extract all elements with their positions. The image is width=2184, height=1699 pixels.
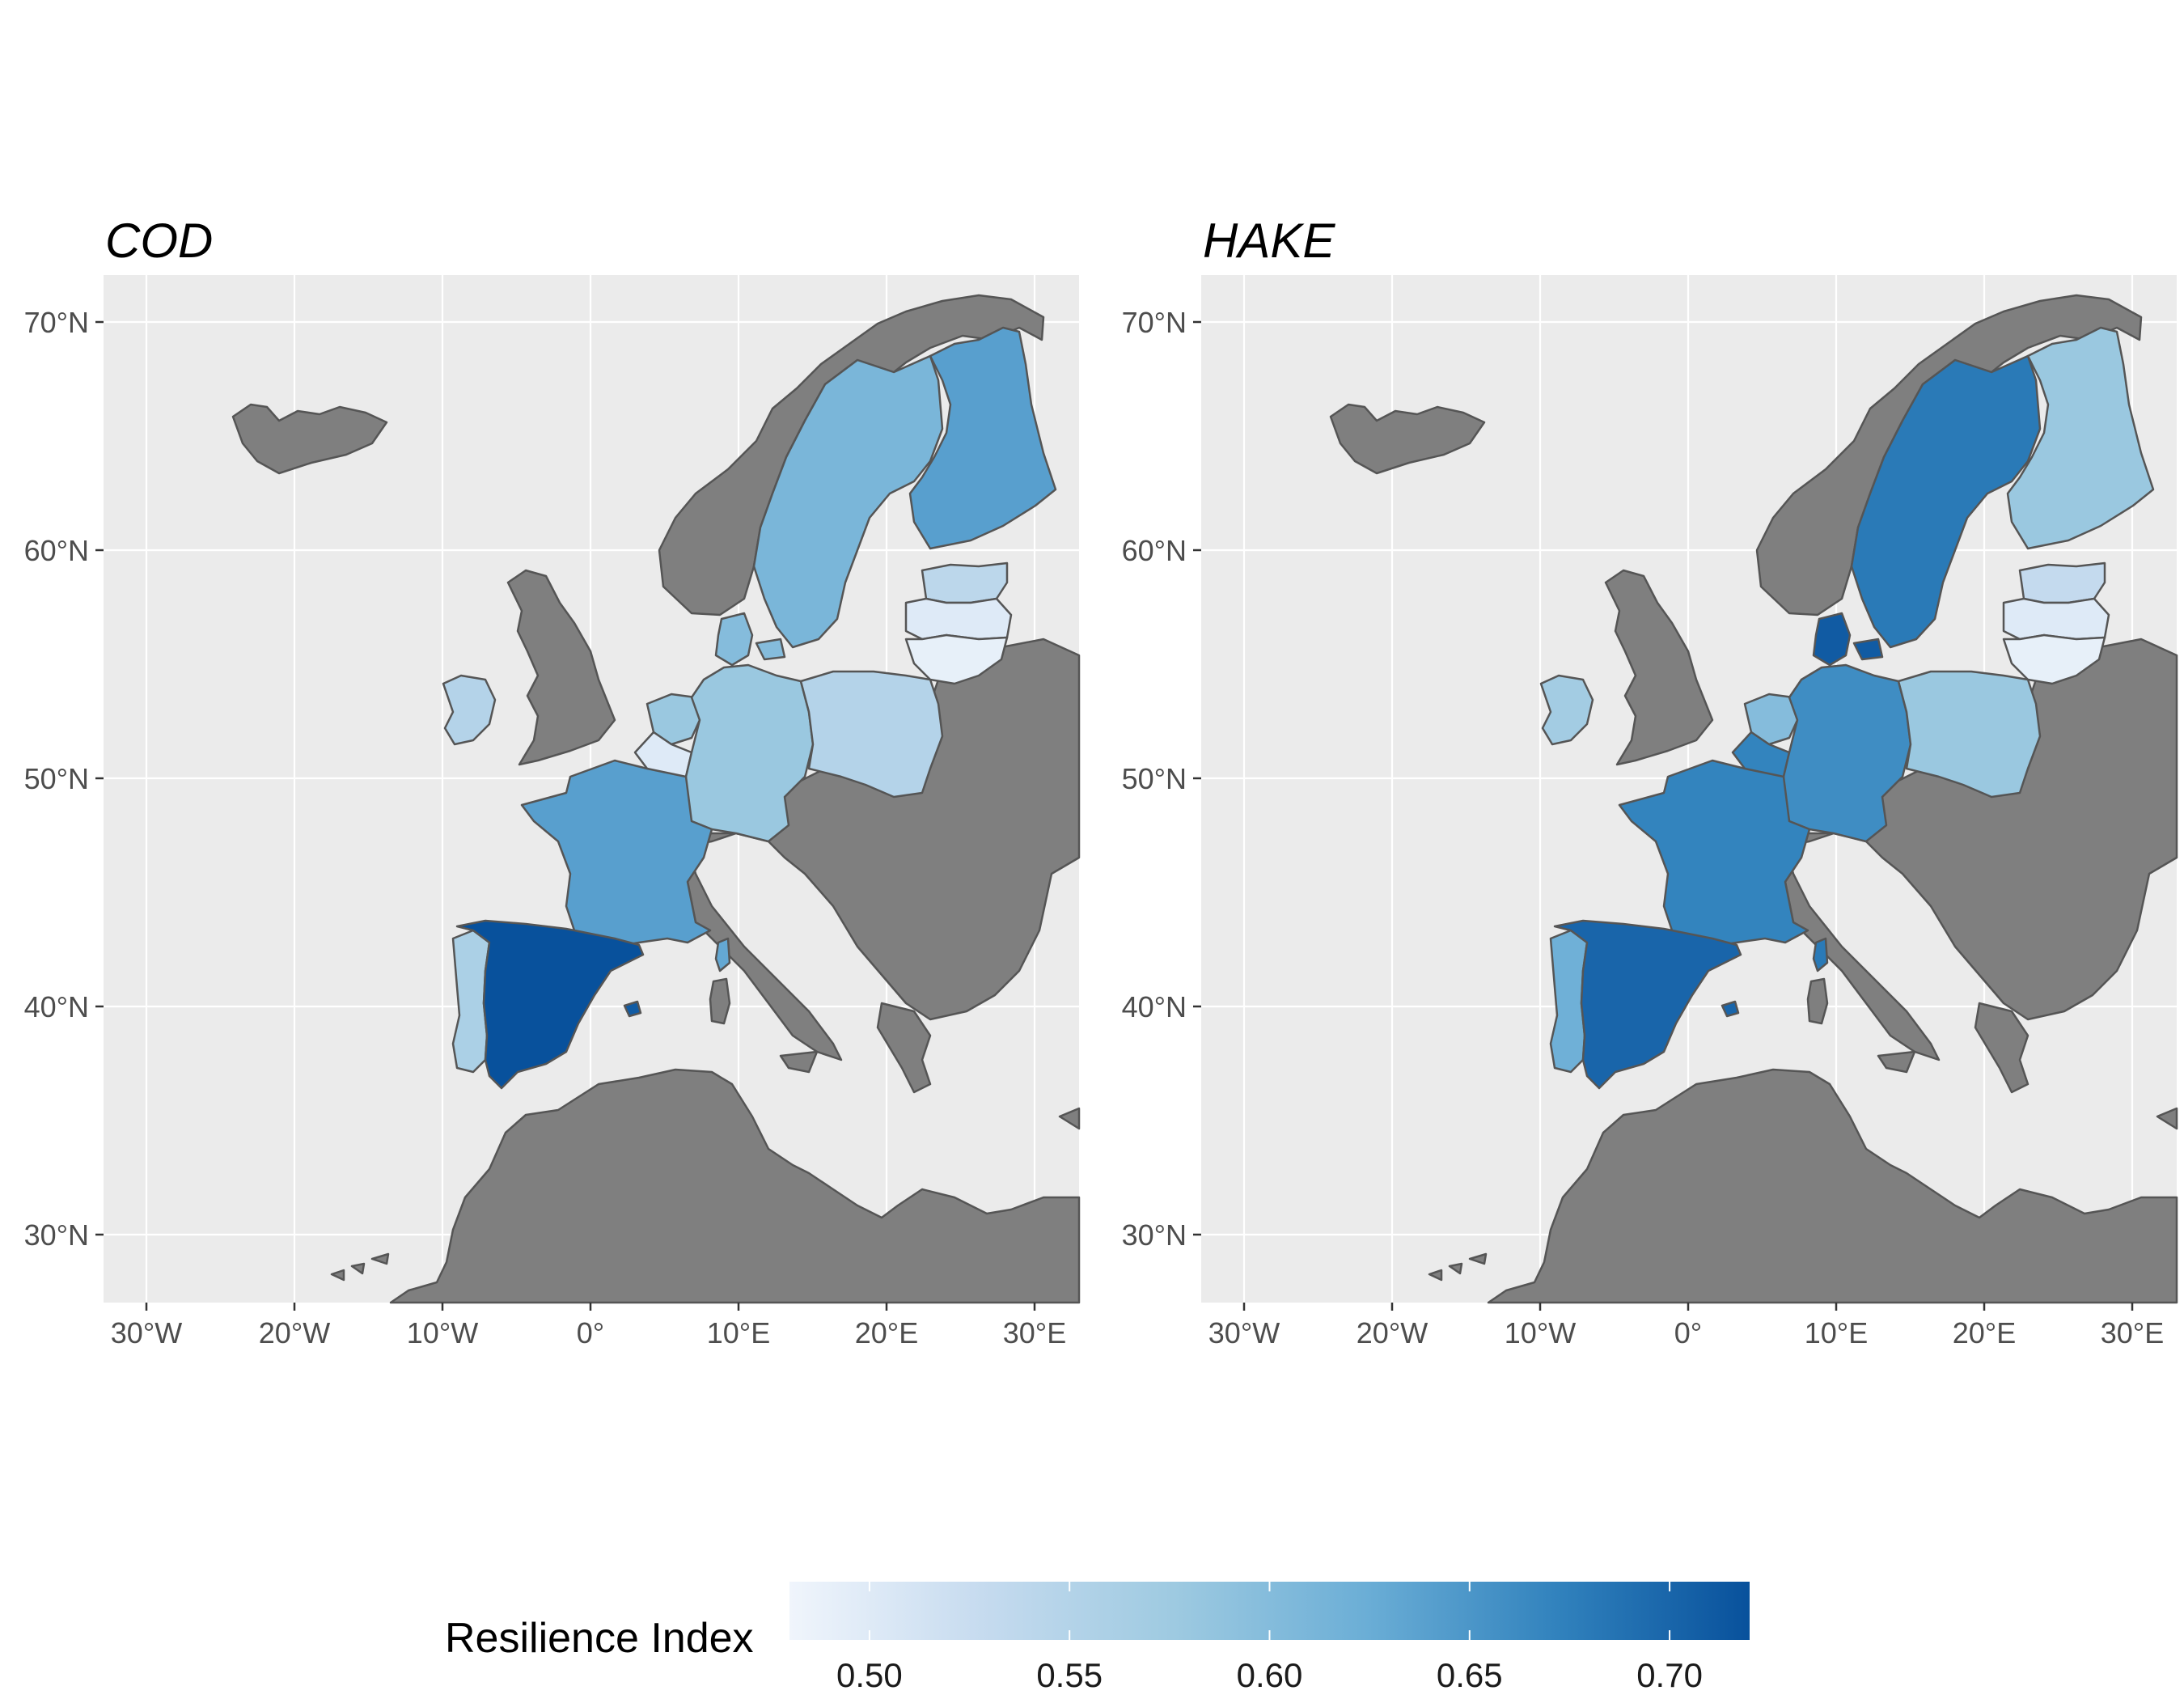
y-tick-label: 60°N	[1122, 534, 1187, 567]
country-estonia	[921, 561, 1009, 604]
eastern-europe	[1780, 638, 2178, 1061]
country-sweden	[1850, 354, 2042, 649]
x-tick-label: 30°E	[1003, 1316, 1066, 1349]
greece	[876, 1002, 932, 1094]
canary-islands	[330, 1252, 390, 1282]
sicily	[1877, 1050, 1916, 1074]
y-tick-label: 40°N	[24, 990, 89, 1023]
country-corsica	[1812, 937, 1829, 972]
y-tick-label: 50°N	[24, 762, 89, 795]
legend-tick-label: 0.55	[1036, 1656, 1103, 1694]
y-tick-label: 70°N	[24, 306, 89, 339]
canary-islands	[1428, 1252, 1488, 1282]
x-tick-label: 10°E	[1805, 1316, 1868, 1349]
iceland	[231, 403, 388, 475]
x-tick-label: 0°	[1674, 1316, 1702, 1349]
x-tick-label: 20°E	[1953, 1316, 2016, 1349]
country-balearic	[623, 1000, 642, 1018]
y-tick-label: 30°N	[24, 1218, 89, 1252]
country-estonia	[2018, 561, 2106, 604]
great-britain	[506, 569, 616, 766]
map-panel-hake: HAKE	[1122, 214, 2178, 1349]
panel-title-cod: COD	[105, 214, 213, 268]
country-latvia	[904, 597, 1013, 641]
sardinia	[709, 977, 731, 1025]
axes: 70°N 60°N 50°N 40°N 30°N 30°W 20°W 10°W …	[24, 306, 1067, 1349]
country-denmark	[714, 612, 786, 667]
x-tick-label: 0°	[577, 1316, 604, 1349]
country-spain	[455, 919, 645, 1090]
country-france	[1618, 759, 1811, 948]
country-poland	[799, 670, 944, 799]
north-africa	[389, 1068, 1081, 1304]
country-lithuania	[904, 633, 1009, 685]
y-tick-label: 60°N	[24, 534, 89, 567]
country-finland	[2006, 326, 2155, 550]
x-tick-label: 10°W	[1505, 1316, 1576, 1349]
legend: Resilience Index 0.50 0.55 0.60 0.65 0.70	[445, 1582, 1750, 1694]
x-tick-label: 20°W	[1357, 1316, 1428, 1349]
y-tick-label: 30°N	[1122, 1218, 1187, 1252]
country-latvia	[2002, 597, 2110, 641]
map-land	[1329, 294, 2178, 1304]
y-tick-label: 40°N	[1122, 990, 1187, 1023]
y-tick-label: 50°N	[1122, 762, 1187, 795]
sardinia	[1806, 977, 1829, 1025]
sicily	[779, 1050, 819, 1074]
north-africa	[1487, 1068, 2178, 1304]
country-spain	[1553, 919, 1742, 1090]
choropleth-countries	[1539, 326, 2155, 1090]
legend-tick-label: 0.50	[836, 1656, 903, 1694]
country-sweden	[752, 354, 944, 649]
great-britain	[1604, 569, 1714, 766]
country-finland	[908, 326, 1057, 550]
panel-title-hake: HAKE	[1203, 214, 1335, 268]
map-panel-cod: COD	[24, 214, 1081, 1349]
turkey-edge	[2156, 1107, 2178, 1130]
x-tick-label: 20°W	[259, 1316, 330, 1349]
x-tick-label: 10°E	[707, 1316, 770, 1349]
x-tick-label: 20°E	[855, 1316, 918, 1349]
turkey-edge	[1058, 1107, 1081, 1130]
legend-tick-label: 0.70	[1636, 1656, 1703, 1694]
country-ireland	[442, 674, 497, 746]
country-france	[520, 759, 713, 948]
map-land	[231, 294, 1081, 1304]
eastern-europe	[682, 638, 1081, 1061]
legend-tick-label: 0.65	[1437, 1656, 1503, 1694]
country-lithuania	[2002, 633, 2106, 685]
x-tick-label: 10°W	[407, 1316, 478, 1349]
legend-tick-label: 0.60	[1237, 1656, 1303, 1694]
y-tick-label: 70°N	[1122, 306, 1187, 339]
legend-title: Resilience Index	[445, 1615, 754, 1662]
legend-ticks: 0.50 0.55 0.60 0.65 0.70	[836, 1582, 1703, 1694]
country-ireland	[1539, 674, 1594, 746]
x-tick-label: 30°E	[2101, 1316, 2164, 1349]
country-poland	[1897, 670, 2042, 799]
x-tick-label: 30°W	[111, 1316, 182, 1349]
iceland	[1329, 403, 1486, 475]
greece	[1974, 1002, 2030, 1094]
choropleth-countries	[442, 326, 1057, 1090]
x-tick-label: 30°W	[1208, 1316, 1280, 1349]
country-corsica	[714, 937, 731, 972]
country-denmark	[1812, 612, 1884, 667]
axes: 70°N 60°N 50°N 40°N 30°N 30°W 20°W 10°W …	[1122, 306, 2165, 1349]
country-balearic	[1721, 1000, 1740, 1018]
